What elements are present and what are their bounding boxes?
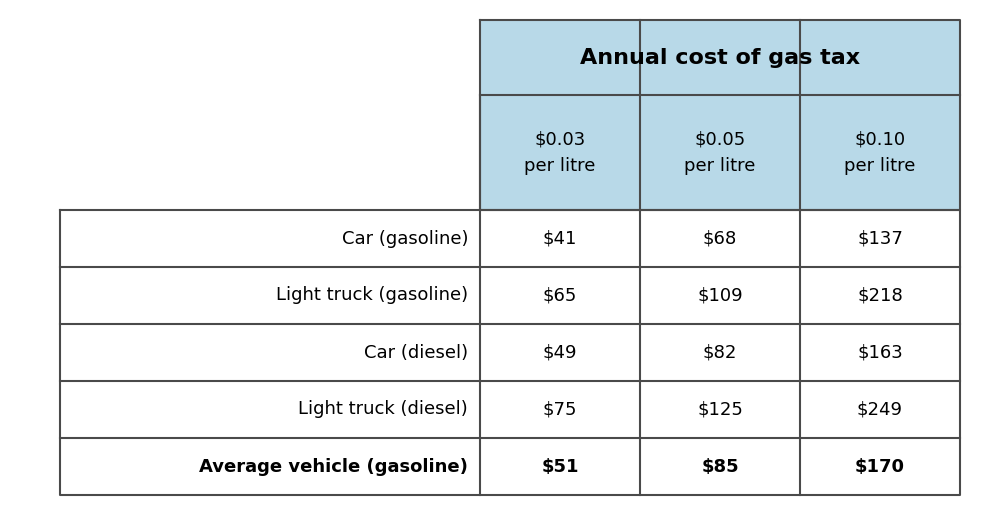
Text: $41: $41 xyxy=(543,230,577,248)
Text: Car (diesel): Car (diesel) xyxy=(364,344,468,362)
Text: $137: $137 xyxy=(857,230,903,248)
Text: $0.05
per litre: $0.05 per litre xyxy=(684,130,756,175)
Text: $65: $65 xyxy=(543,286,577,304)
Text: $249: $249 xyxy=(857,401,903,419)
Bar xyxy=(480,20,960,95)
Text: $49: $49 xyxy=(543,344,577,362)
Text: $68: $68 xyxy=(703,230,737,248)
Text: $75: $75 xyxy=(543,401,577,419)
Text: $85: $85 xyxy=(701,457,739,475)
Text: $51: $51 xyxy=(541,457,579,475)
Text: Annual cost of gas tax: Annual cost of gas tax xyxy=(580,47,860,67)
Text: Light truck (gasoline): Light truck (gasoline) xyxy=(276,286,468,304)
Text: $82: $82 xyxy=(703,344,737,362)
Text: $163: $163 xyxy=(857,344,903,362)
Text: $218: $218 xyxy=(857,286,903,304)
Text: Car (gasoline): Car (gasoline) xyxy=(342,230,468,248)
Text: $125: $125 xyxy=(697,401,743,419)
Text: $0.03
per litre: $0.03 per litre xyxy=(524,130,596,175)
Text: Light truck (diesel): Light truck (diesel) xyxy=(298,401,468,419)
Text: $0.10
per litre: $0.10 per litre xyxy=(844,130,916,175)
Text: $170: $170 xyxy=(855,457,905,475)
Text: $109: $109 xyxy=(697,286,743,304)
Bar xyxy=(60,210,960,495)
Bar xyxy=(480,95,960,210)
Text: Average vehicle (gasoline): Average vehicle (gasoline) xyxy=(199,457,468,475)
